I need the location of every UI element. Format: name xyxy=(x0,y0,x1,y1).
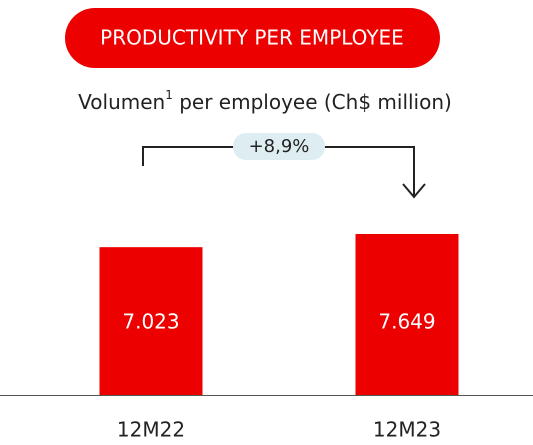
chart-title: PRODUCTIVITY PER EMPLOYEE xyxy=(100,26,404,50)
bar xyxy=(355,234,459,395)
bar xyxy=(99,247,203,395)
value-label: 7.649 xyxy=(378,310,435,334)
x-tick-label: 12M23 xyxy=(373,418,441,442)
x-tick-label: 12M22 xyxy=(117,418,185,442)
value-label: 7.023 xyxy=(122,310,179,334)
chart-subtitle: Volumen1 per employee (Ch$ million) xyxy=(78,88,452,114)
subtitle-rest: per employee (Ch$ million) xyxy=(173,90,452,114)
title-pill xyxy=(65,8,440,68)
bracket-right xyxy=(323,146,415,196)
subtitle-footnote: 1 xyxy=(165,88,173,102)
subtitle-text: Volumen xyxy=(78,90,165,114)
bracket-left xyxy=(142,146,235,166)
annotation-pill xyxy=(233,133,325,160)
arrow-head xyxy=(402,183,426,199)
annotation: +8,9% xyxy=(249,136,310,157)
